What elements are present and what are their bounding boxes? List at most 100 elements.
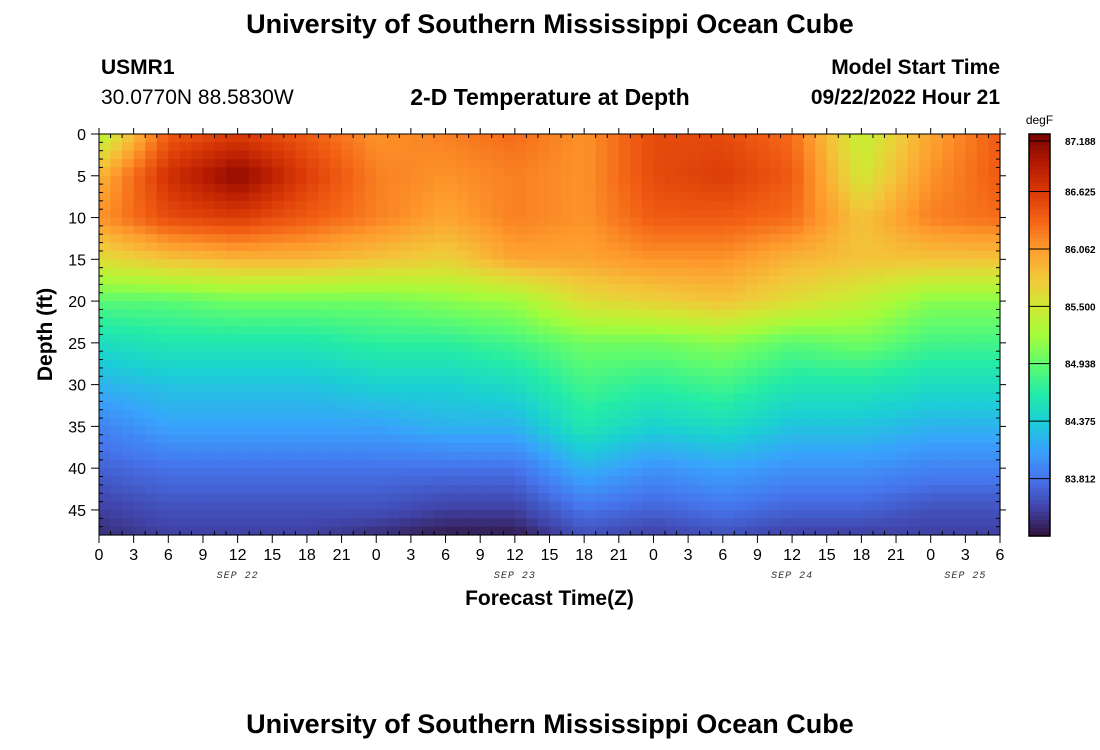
heatmap-cell <box>734 150 747 160</box>
heatmap-cell <box>526 384 539 394</box>
heatmap-cell <box>884 359 897 369</box>
heatmap-cell <box>480 351 493 361</box>
heatmap-cell <box>537 159 551 169</box>
heatmap-cell <box>283 317 296 327</box>
heatmap-cell <box>537 250 551 260</box>
heatmap-cell <box>688 292 701 302</box>
heatmap-cell <box>572 225 585 235</box>
heatmap-cell <box>988 392 1001 402</box>
heatmap-cell <box>445 376 458 386</box>
heatmap-cell <box>641 518 655 528</box>
heatmap-cell <box>341 234 354 244</box>
heatmap-cell <box>410 326 424 336</box>
heatmap-cell <box>306 476 320 486</box>
heatmap-cell <box>711 134 724 143</box>
heatmap-cell <box>537 384 551 394</box>
heatmap-cell <box>410 367 424 377</box>
heatmap-cell <box>595 426 608 436</box>
heatmap-cell <box>688 217 701 227</box>
heatmap-cell <box>468 284 481 294</box>
heatmap-cell <box>99 184 112 194</box>
heatmap-cell <box>595 342 608 352</box>
heatmap-cell <box>537 192 551 202</box>
heatmap-cell <box>364 142 377 152</box>
heatmap-cell <box>826 409 839 419</box>
heatmap-cell <box>202 443 216 453</box>
heatmap-cell <box>399 351 412 361</box>
heatmap-cell <box>376 367 389 377</box>
heatmap-cell <box>549 426 562 436</box>
heatmap-cell <box>849 175 862 185</box>
heatmap-cell <box>283 509 296 519</box>
heatmap-cell <box>722 526 735 536</box>
heatmap-cell <box>537 259 551 269</box>
heatmap-cell <box>468 167 481 177</box>
heatmap-cell <box>387 175 400 185</box>
heatmap-cell <box>780 476 793 486</box>
heatmap-cell <box>607 409 620 419</box>
heatmap-cell <box>630 484 643 494</box>
heatmap-cell <box>584 468 597 478</box>
heatmap-cell <box>145 292 158 302</box>
heatmap-cell <box>387 367 400 377</box>
heatmap-cell <box>410 309 424 319</box>
heatmap-cell <box>745 292 759 302</box>
heatmap-cell <box>722 518 735 528</box>
heatmap-cell <box>537 217 551 227</box>
heatmap-cell <box>595 468 608 478</box>
heatmap-cell <box>688 367 701 377</box>
heatmap-cell <box>653 175 666 185</box>
heatmap-cell <box>861 418 874 427</box>
heatmap-cell <box>861 376 874 386</box>
heatmap-cell <box>457 342 470 352</box>
heatmap-cell <box>965 434 978 444</box>
heatmap-cell <box>433 292 447 302</box>
heatmap-cell <box>341 159 354 169</box>
heatmap-cell <box>584 134 597 143</box>
heatmap-cell <box>630 234 643 244</box>
heatmap-cell <box>145 200 158 210</box>
heatmap-cell <box>757 192 770 202</box>
heatmap-cell <box>318 359 331 369</box>
heatmap-cell <box>641 225 655 235</box>
heatmap-cell <box>468 326 481 336</box>
heatmap-cell <box>665 217 678 227</box>
heatmap-cell <box>179 376 193 386</box>
heatmap-cell <box>237 434 250 444</box>
heatmap-cell <box>191 501 204 511</box>
heatmap-cell <box>907 434 920 444</box>
heatmap-cell <box>457 526 470 536</box>
heatmap-cell <box>249 484 262 494</box>
heatmap-cell <box>491 175 504 185</box>
heatmap-cell <box>214 284 227 294</box>
heatmap-cell <box>861 200 874 210</box>
heatmap-cell <box>526 250 539 260</box>
heatmap-cell <box>768 476 782 486</box>
heatmap-cell <box>572 234 585 244</box>
heatmap-cell <box>688 526 701 536</box>
heatmap-cell <box>376 242 389 252</box>
heatmap-cell <box>930 192 943 202</box>
heatmap-cell <box>826 309 839 319</box>
heatmap-cell <box>237 217 250 227</box>
heatmap-cell <box>653 301 666 311</box>
heatmap-cell <box>665 518 678 528</box>
heatmap-cell <box>734 401 747 411</box>
heatmap-cell <box>202 459 216 469</box>
heatmap-cell <box>803 484 816 494</box>
heatmap-cell <box>202 367 216 377</box>
heatmap-cell <box>826 192 839 202</box>
heatmap-cell <box>214 217 227 227</box>
heatmap-cell <box>468 309 481 319</box>
heatmap-cell <box>757 276 770 285</box>
heatmap-cell <box>480 184 493 194</box>
heatmap-cell <box>688 484 701 494</box>
heatmap-cell <box>549 384 562 394</box>
heatmap-cell <box>330 192 343 202</box>
heatmap-cell <box>410 509 424 519</box>
heatmap-cell <box>237 351 250 361</box>
heatmap-cell <box>491 317 504 327</box>
heatmap-cell <box>711 484 724 494</box>
heatmap-cell <box>757 434 770 444</box>
heatmap-cell <box>734 334 747 344</box>
